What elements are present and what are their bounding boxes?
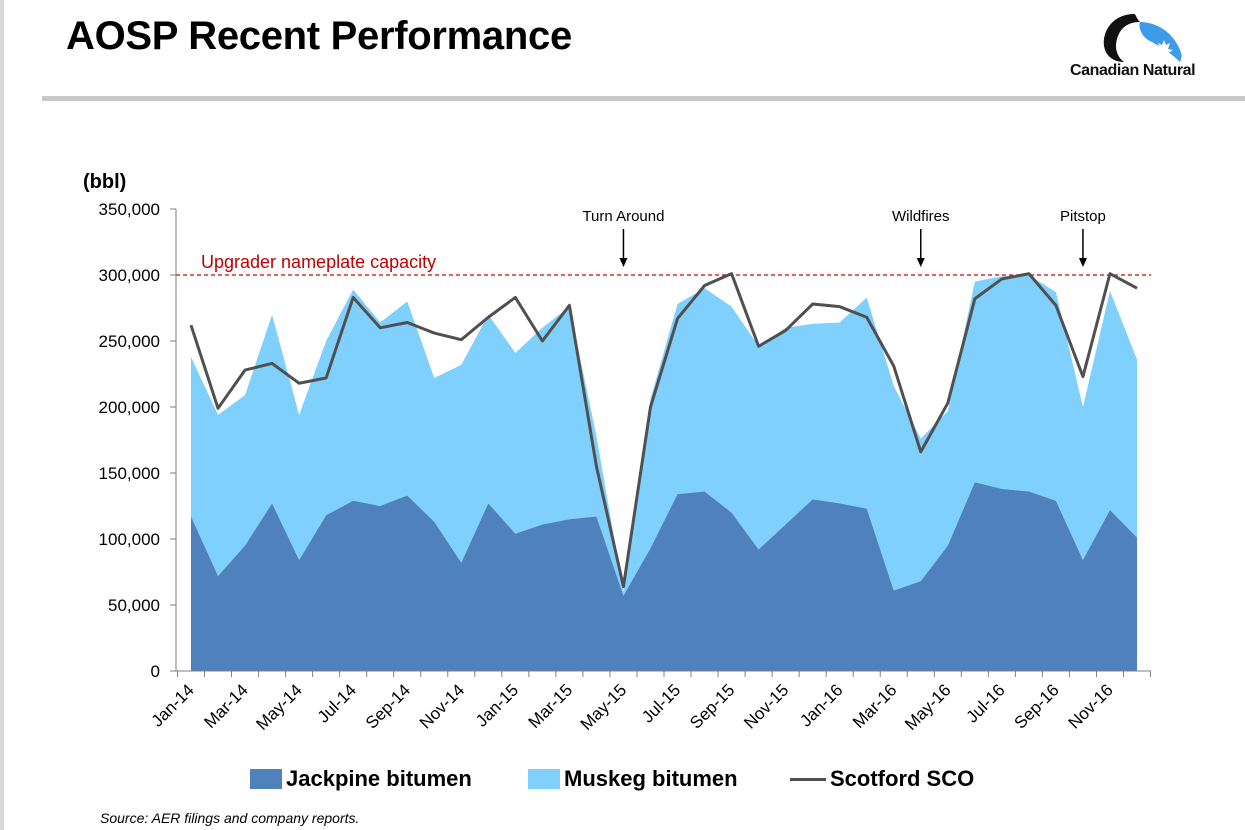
left-border xyxy=(0,0,4,830)
page-title: AOSP Recent Performance xyxy=(66,14,572,58)
y-tick-label: 0 xyxy=(151,662,160,681)
legend-label-scotford: Scotford SCO xyxy=(830,766,975,791)
x-tick-label: Jan-15 xyxy=(472,680,522,730)
legend-item-scotford: Scotford SCO xyxy=(790,766,974,792)
annotation-arrow-head xyxy=(619,258,628,267)
x-tick-label: Mar-16 xyxy=(849,680,901,732)
legend-label-muskeg: Muskeg bitumen xyxy=(564,766,738,791)
annotation-label: Pitstop xyxy=(1060,208,1106,225)
maple-leaf-icon xyxy=(1155,40,1173,57)
x-tick-label: Nov-15 xyxy=(740,680,792,732)
title-divider xyxy=(42,96,1245,101)
annotation-arrow-head xyxy=(916,258,925,267)
y-axis-label: (bbl) xyxy=(83,171,126,193)
legend-swatch-jackpine xyxy=(250,769,282,789)
x-tick-label: Jul-16 xyxy=(963,680,1009,726)
logo-text: Canadian Natural xyxy=(1070,62,1196,79)
x-tick-label: Nov-16 xyxy=(1065,680,1117,732)
legend-label-jackpine: Jackpine bitumen xyxy=(286,766,472,791)
scotford-line xyxy=(189,272,1138,589)
x-tick-label: Jan-14 xyxy=(148,680,198,730)
x-tick-label: May-15 xyxy=(577,680,631,734)
logo-crescent-dark xyxy=(1103,14,1140,62)
y-tick-label: 150,000 xyxy=(99,464,160,483)
annotation-label: Turn Around xyxy=(582,208,664,225)
x-tick-label: Jul-15 xyxy=(638,680,684,726)
y-tick-label: 50,000 xyxy=(108,596,160,615)
x-tick-label: Jan-16 xyxy=(796,680,846,730)
y-tick-label: 100,000 xyxy=(99,530,160,549)
annotation-arrow-head xyxy=(1078,258,1087,267)
x-tick-label: Sep-15 xyxy=(686,680,738,732)
logo-crescent-blue xyxy=(1139,22,1182,62)
muskeg-area xyxy=(191,275,1137,596)
canadian-natural-logo xyxy=(1103,14,1182,62)
x-tick-label: Mar-15 xyxy=(525,680,577,732)
y-tick-label: 250,000 xyxy=(99,332,160,351)
y-tick-label: 200,000 xyxy=(99,398,160,417)
x-tick-label: May-14 xyxy=(252,680,306,734)
y-tick-label: 350,000 xyxy=(99,200,160,219)
x-tick-label: May-16 xyxy=(901,680,955,734)
legend-swatch-muskeg xyxy=(528,769,560,789)
chart-legend: Jackpine bitumen Muskeg bitumen Scotford… xyxy=(0,766,1245,798)
jackpine-area xyxy=(191,482,1137,671)
source-note: Source: AER filings and company reports. xyxy=(100,810,360,826)
x-tick-label: Sep-14 xyxy=(362,680,414,732)
capacity-label: Upgrader nameplate capacity xyxy=(201,252,436,272)
x-tick-label: Jul-14 xyxy=(314,680,360,726)
legend-item-muskeg: Muskeg bitumen xyxy=(528,766,738,792)
legend-item-jackpine: Jackpine bitumen xyxy=(250,766,472,792)
annotation-label: Wildfires xyxy=(892,208,950,225)
legend-swatch-scotford xyxy=(790,777,826,781)
x-tick-label: Nov-14 xyxy=(416,680,468,732)
x-tick-label: Sep-16 xyxy=(1011,680,1063,732)
y-tick-label: 300,000 xyxy=(99,266,160,285)
x-tick-label: Mar-14 xyxy=(200,680,252,732)
